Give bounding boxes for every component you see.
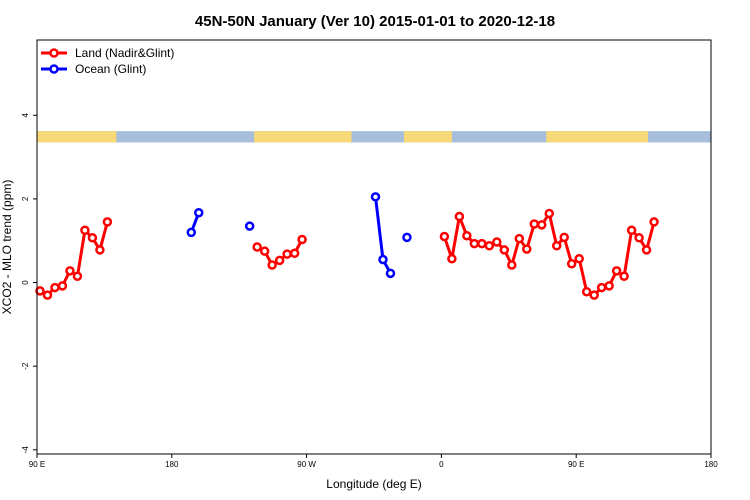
series-0-point bbox=[35, 286, 45, 296]
series-0-point bbox=[626, 225, 637, 236]
series-0-point bbox=[499, 245, 510, 255]
strip-land-1 bbox=[254, 131, 352, 143]
series-0-point bbox=[604, 281, 614, 291]
series-0-point bbox=[297, 234, 307, 245]
strip-land-2 bbox=[403, 131, 452, 143]
series-0-point bbox=[596, 282, 607, 293]
series-1-point bbox=[370, 192, 381, 202]
strip-land-3 bbox=[546, 131, 649, 143]
series-0-point bbox=[87, 233, 98, 243]
series-0-point bbox=[574, 253, 584, 264]
series-0-point bbox=[544, 208, 554, 219]
series-layer bbox=[35, 192, 659, 300]
land-sea-strip bbox=[37, 131, 711, 143]
series-0-point bbox=[65, 266, 75, 276]
y-tick-label: 4 bbox=[21, 112, 30, 117]
x-tick-label: 90 W bbox=[297, 460, 316, 469]
series-1-point bbox=[194, 207, 204, 218]
series-0-point bbox=[274, 255, 285, 266]
chart-title: 45N-50N January (Ver 10) 2015-01-01 to 2… bbox=[195, 13, 555, 30]
strip-land-0 bbox=[37, 131, 117, 143]
legend-label-ocean: Ocean (Glint) bbox=[75, 62, 146, 76]
series-0-point bbox=[484, 240, 495, 251]
series-0-point bbox=[50, 282, 60, 293]
series-0-point bbox=[551, 240, 562, 251]
series-0-point bbox=[454, 211, 465, 222]
series-1-point bbox=[402, 232, 412, 243]
series-0-point bbox=[95, 245, 105, 255]
series-0-point bbox=[522, 244, 532, 254]
legend-item-land: Land (Nadir&Glint) bbox=[41, 46, 174, 60]
y-axis-label: XCO2 - MLO trend (ppm) bbox=[0, 180, 14, 315]
x-tick-label: 180 bbox=[704, 460, 718, 469]
series-0-point bbox=[42, 290, 53, 300]
series-0-point bbox=[649, 217, 659, 227]
series-0-point bbox=[589, 290, 599, 300]
series-1-point bbox=[385, 268, 396, 279]
series-0-point bbox=[566, 258, 577, 269]
legend-marker-land bbox=[49, 48, 59, 58]
x-tick-label: 90 E bbox=[29, 460, 45, 469]
series-0-point bbox=[259, 246, 270, 256]
series-0-point bbox=[529, 219, 540, 229]
series-0-line-2 bbox=[442, 212, 656, 297]
y-tick-label: -2 bbox=[21, 362, 30, 370]
series-0-point bbox=[559, 232, 569, 243]
series-1-point bbox=[186, 227, 197, 238]
legend-label-land: Land (Nadir&Glint) bbox=[75, 46, 174, 60]
series-0-point bbox=[641, 245, 652, 255]
series-0-point bbox=[492, 237, 502, 247]
series-0-point bbox=[611, 266, 622, 276]
plot-frame bbox=[36, 39, 712, 455]
x-tick-label: 90 E bbox=[568, 460, 584, 469]
y-tick-label: 0 bbox=[21, 280, 30, 285]
series-0-point bbox=[289, 248, 300, 259]
series-0-point bbox=[57, 281, 68, 291]
series-0-point bbox=[267, 260, 277, 270]
series-0-point bbox=[507, 260, 517, 270]
series-0-point bbox=[80, 225, 90, 236]
series-0-point bbox=[447, 253, 457, 264]
y-tick-label: 2 bbox=[21, 196, 30, 201]
series-0-point bbox=[477, 238, 487, 249]
legend-item-ocean: Ocean (Glint) bbox=[41, 62, 146, 76]
series-0-point bbox=[72, 271, 83, 282]
series-0 bbox=[35, 208, 659, 300]
series-0-point bbox=[252, 242, 262, 252]
series-0-point bbox=[514, 233, 525, 244]
x-tick-label: 0 bbox=[439, 460, 444, 469]
series-0-point bbox=[581, 286, 592, 297]
legend-marker-ocean bbox=[49, 64, 59, 74]
series-0-point bbox=[462, 230, 472, 241]
series-0-point bbox=[282, 249, 292, 259]
x-tick-label: 180 bbox=[165, 460, 179, 469]
axes: 90 E 180 90 W 0 90 E 180 -4 -2 0 2 4 bbox=[21, 112, 718, 469]
strip-ocean bbox=[37, 131, 711, 143]
series-0-point bbox=[619, 271, 629, 282]
x-axis-label: Longitude (deg E) bbox=[326, 477, 421, 491]
series-0-line-0 bbox=[39, 221, 109, 297]
series-0-point bbox=[537, 220, 547, 230]
series-0-point bbox=[634, 233, 644, 243]
series-0-point bbox=[469, 238, 480, 249]
y-tick-label: -4 bbox=[21, 446, 30, 454]
series-1-point bbox=[378, 254, 388, 265]
series-1-point bbox=[244, 221, 255, 231]
series-0-point bbox=[439, 231, 450, 242]
series-1 bbox=[186, 192, 412, 279]
legend: Land (Nadir&Glint) Ocean (Glint) bbox=[41, 46, 174, 76]
series-0-point bbox=[102, 217, 113, 227]
